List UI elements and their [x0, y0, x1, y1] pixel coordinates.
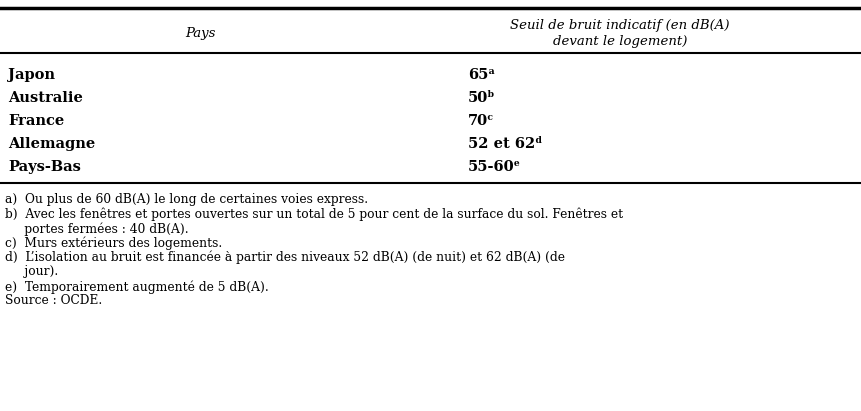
Text: 52 et 62ᵈ: 52 et 62ᵈ — [468, 137, 542, 151]
Text: Source : OCDE.: Source : OCDE. — [5, 295, 102, 307]
Text: Allemagne: Allemagne — [8, 137, 96, 151]
Text: 55-60ᵉ: 55-60ᵉ — [468, 160, 521, 174]
Text: 70ᶜ: 70ᶜ — [468, 114, 494, 128]
Text: c)  Murs extérieurs des logements.: c) Murs extérieurs des logements. — [5, 236, 222, 250]
Text: 50ᵇ: 50ᵇ — [468, 91, 495, 105]
Text: Pays: Pays — [185, 26, 215, 39]
Text: jour).: jour). — [5, 266, 59, 279]
Text: e)  Temporairement augmenté de 5 dB(A).: e) Temporairement augmenté de 5 dB(A). — [5, 280, 269, 293]
Text: portes fermées : 40 dB(A).: portes fermées : 40 dB(A). — [5, 222, 189, 236]
Text: France: France — [8, 114, 65, 128]
Text: Japon: Japon — [8, 68, 55, 82]
Text: devant le logement): devant le logement) — [553, 35, 687, 48]
Text: a)  Ou plus de 60 dB(A) le long de certaines voies express.: a) Ou plus de 60 dB(A) le long de certai… — [5, 193, 369, 206]
Text: d)  L’isolation au bruit est financée à partir des niveaux 52 dB(A) (de nuit) et: d) L’isolation au bruit est financée à p… — [5, 251, 565, 265]
Text: 65ᵃ: 65ᵃ — [468, 68, 495, 82]
Text: Australie: Australie — [8, 91, 83, 105]
Text: b)  Avec les fenêtres et portes ouvertes sur un total de 5 pour cent de la surfa: b) Avec les fenêtres et portes ouvertes … — [5, 208, 623, 221]
Text: Seuil de bruit indicatif (en dB(A): Seuil de bruit indicatif (en dB(A) — [511, 19, 730, 32]
Text: Pays-Bas: Pays-Bas — [8, 160, 81, 174]
